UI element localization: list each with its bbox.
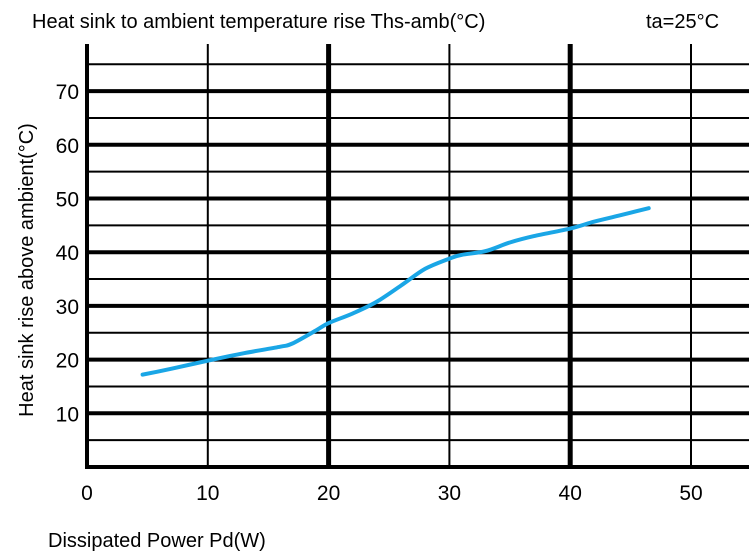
y-tick-label: 30 bbox=[56, 296, 79, 319]
y-tick-label: 60 bbox=[56, 135, 79, 158]
chart-title: Heat sink to ambient temperature rise Th… bbox=[32, 11, 485, 33]
grid bbox=[87, 44, 749, 467]
y-tick-label: 50 bbox=[56, 189, 79, 212]
y-tick-labels: 10 20 30 40 50 60 70 bbox=[56, 81, 79, 426]
x-tick-label: 30 bbox=[438, 482, 461, 505]
plot-frame bbox=[85, 44, 749, 469]
y-tick-label: 70 bbox=[56, 81, 79, 104]
x-tick-label: 40 bbox=[559, 482, 582, 505]
x-tick-label: 20 bbox=[317, 482, 340, 505]
condition-label: ta=25°C bbox=[646, 11, 719, 33]
x-tick-label: 50 bbox=[679, 482, 702, 505]
y-axis-label: Heat sink rise above ambient(°C) bbox=[16, 123, 38, 417]
x-tick-label: 10 bbox=[196, 482, 219, 505]
y-tick-label: 40 bbox=[56, 242, 79, 265]
series-line bbox=[140, 206, 651, 377]
series-layer bbox=[140, 206, 651, 377]
x-axis-label: Dissipated Power Pd(W) bbox=[48, 530, 266, 552]
x-tick-label: 0 bbox=[81, 482, 93, 505]
y-tick-label: 10 bbox=[56, 403, 79, 426]
y-tick-label: 20 bbox=[56, 350, 79, 373]
x-tick-labels: 0 10 20 30 40 50 bbox=[81, 482, 703, 505]
